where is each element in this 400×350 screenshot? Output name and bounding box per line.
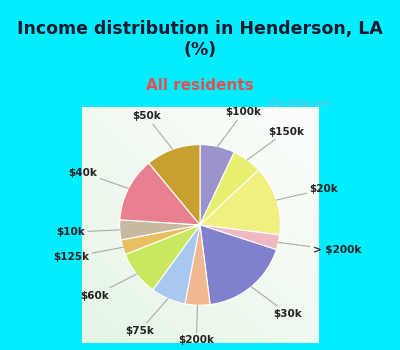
Text: $60k: $60k: [80, 274, 136, 301]
Text: $50k: $50k: [132, 111, 173, 149]
Text: City-Data.com: City-Data.com: [268, 99, 332, 108]
Wedge shape: [149, 145, 200, 225]
Wedge shape: [200, 225, 276, 304]
Wedge shape: [120, 163, 200, 225]
Wedge shape: [200, 152, 258, 225]
Text: $75k: $75k: [125, 299, 168, 336]
Wedge shape: [121, 225, 200, 254]
Text: All residents: All residents: [146, 78, 254, 93]
Text: $200k: $200k: [178, 305, 214, 345]
Text: $40k: $40k: [68, 168, 128, 188]
Wedge shape: [200, 225, 280, 250]
Wedge shape: [200, 145, 234, 225]
Wedge shape: [125, 225, 200, 290]
Text: $20k: $20k: [276, 184, 338, 200]
Wedge shape: [153, 225, 200, 304]
Wedge shape: [120, 220, 200, 240]
Text: > $200k: > $200k: [278, 243, 361, 255]
Text: $10k: $10k: [56, 227, 120, 237]
Wedge shape: [200, 170, 280, 235]
Wedge shape: [185, 225, 210, 305]
Text: $125k: $125k: [53, 247, 123, 262]
Text: $100k: $100k: [218, 107, 261, 147]
Text: Income distribution in Henderson, LA
(%): Income distribution in Henderson, LA (%): [17, 20, 383, 59]
Text: $30k: $30k: [251, 287, 302, 319]
Text: $150k: $150k: [247, 127, 304, 160]
